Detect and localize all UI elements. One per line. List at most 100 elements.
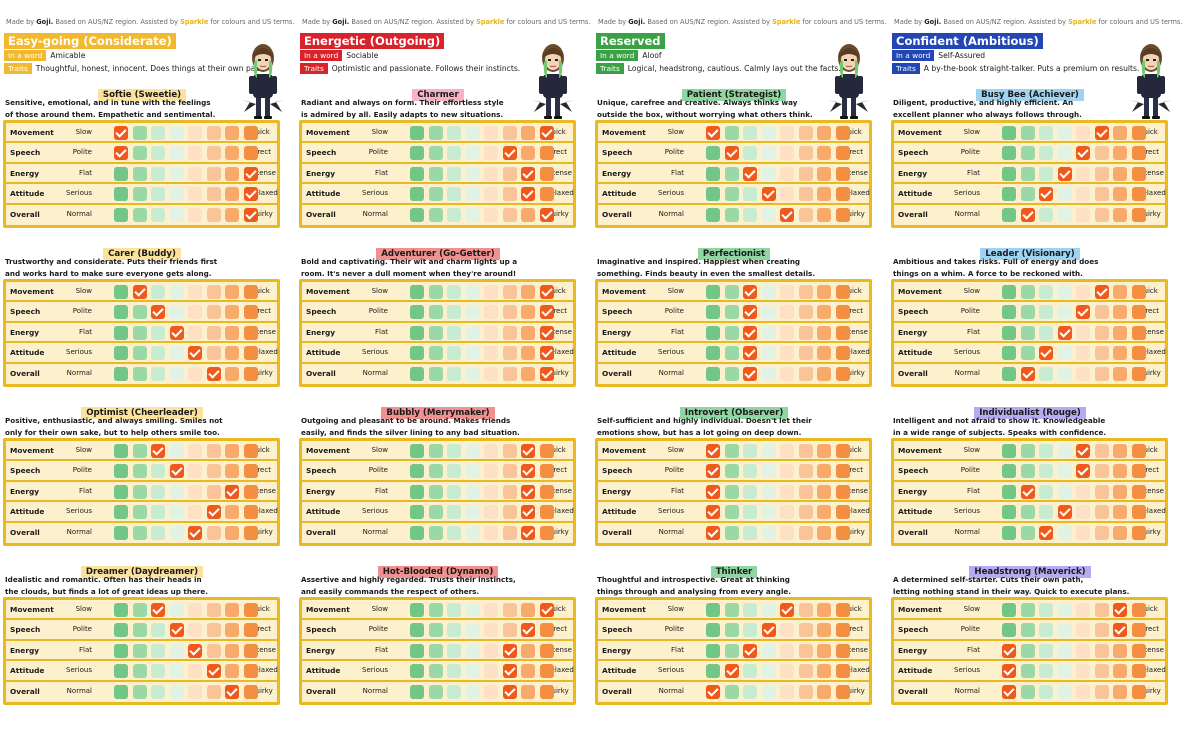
row-divider [6, 202, 277, 205]
personality-description: Thoughtful and introspective. Great at t… [597, 574, 875, 597]
row-divider [302, 141, 573, 144]
meter-name: Speech [898, 307, 929, 317]
description-line: things on a whim. A force to be reckoned… [893, 268, 1083, 278]
scale-square [724, 484, 739, 499]
selected-check-square [743, 305, 757, 320]
meter-row-energy: Energy Flat Intense [598, 323, 869, 344]
meter-name: Movement [306, 605, 350, 614]
meter-high-label: Quick [250, 287, 270, 295]
meter-name: Speech [10, 148, 41, 158]
meter-high-label: Quirky [546, 368, 569, 377]
scale-square [780, 146, 794, 161]
row-divider [6, 300, 277, 303]
personality-name-label: Carer (Buddy) [103, 248, 181, 260]
scale-square [706, 187, 720, 202]
scale-square [1020, 166, 1035, 181]
scale-square [114, 684, 128, 699]
meter-low-label: Normal [954, 209, 980, 218]
scale-square [1020, 684, 1035, 699]
traits-tag: Traits [596, 63, 624, 74]
scale-square [502, 285, 517, 299]
trait-meter-grid: Movement Slow Quick Speech Polite Direct Energ… [891, 597, 1168, 705]
scale-square [447, 643, 461, 658]
scale-square [225, 126, 239, 140]
scale-square [428, 603, 443, 617]
meter-row-overall: Overall Normal Quirky [894, 523, 1165, 543]
meter-high-label: Relaxed [842, 507, 870, 516]
meter-row-energy: Energy Flat Intense [894, 323, 1165, 344]
meter-low-label: Polite [960, 307, 980, 316]
meter-low-label: Polite [72, 466, 92, 475]
scale-square [1094, 464, 1109, 479]
scale-square [835, 207, 850, 222]
meter-high-label: Direct [842, 466, 863, 475]
description-line: Sensitive, emotional, and in tune with t… [5, 98, 211, 107]
personality-description: A determined self-starter. Cuts their ow… [893, 574, 1171, 597]
scale-square [1039, 623, 1053, 638]
meter-name: Attitude [10, 507, 45, 517]
description-line: easily, and finds the silver lining to a… [301, 427, 520, 437]
meter-high-label: Intense [250, 327, 276, 336]
scale-square [206, 643, 221, 658]
scale-square [447, 166, 461, 181]
scale-square [743, 187, 757, 202]
scale-square [1076, 623, 1090, 638]
scale-square [835, 505, 850, 520]
credit-author: Goji. [36, 18, 54, 26]
scale-square [447, 346, 461, 361]
meter-row-overall: Overall Normal Quirky [894, 364, 1165, 384]
scale-square [835, 684, 850, 699]
selected-check-square [521, 444, 535, 458]
scale-square [1131, 126, 1146, 140]
meter-name: Movement [898, 605, 942, 614]
meter-high-label: Quirky [1138, 686, 1161, 695]
row-divider [894, 361, 1165, 364]
scale-square [151, 187, 165, 202]
scale-square [206, 146, 221, 161]
meter-row-overall: Overall Normal Quirky [6, 205, 277, 225]
scale-square [132, 525, 147, 540]
meter-low-label: Serious [658, 507, 684, 516]
meter-row-speech: Speech Polite Direct [894, 620, 1165, 641]
scale-square [1131, 505, 1146, 520]
meter-name: Movement [306, 287, 350, 296]
meter-high-label: Direct [842, 148, 863, 157]
meter-name: Movement [898, 446, 942, 455]
scale-square [761, 126, 776, 140]
meter-name: Speech [898, 625, 929, 635]
scale-square [761, 664, 776, 679]
scale-square [743, 603, 757, 617]
meter-row-movement: Movement Slow Quick [6, 123, 277, 144]
meter-name: Energy [602, 486, 632, 496]
scale-square [835, 603, 850, 617]
scale-square [169, 305, 184, 320]
meter-row-movement: Movement Slow Quick [6, 441, 277, 462]
scale-square [151, 525, 165, 540]
scale-square [206, 525, 221, 540]
meter-name: Speech [602, 148, 633, 158]
row-divider [6, 182, 277, 185]
scale-square [243, 126, 258, 140]
meter-row-movement: Movement Slow Quick [598, 282, 869, 303]
scale-square [761, 146, 776, 161]
meter-name: Overall [898, 368, 928, 378]
credit-middle: Based on AUS/NZ region. Assisted by [55, 18, 178, 26]
scale-square [1113, 126, 1127, 140]
meter-low-label: Normal [658, 527, 684, 536]
meter-row-overall: Overall Normal Quirky [302, 523, 573, 543]
scale-square [1002, 187, 1016, 202]
trait-meter-grid: Movement Slow Quick Speech Polite Direct Energ… [595, 120, 872, 228]
scale-square [761, 484, 776, 499]
scale-square [1131, 366, 1146, 381]
meter-low-label: Slow [667, 605, 684, 613]
personality-name: Leader (Visionary) [888, 241, 1172, 260]
scale-square [521, 346, 535, 361]
scale-square [447, 187, 461, 202]
credit-author: Goji. [628, 18, 646, 26]
row-divider [302, 520, 573, 523]
scale-square [1131, 146, 1146, 161]
scale-square [410, 207, 424, 222]
selected-check-square [206, 664, 221, 679]
meter-name: Overall [898, 527, 928, 537]
trait-meter-grid: Movement Slow Quick Speech Polite Direct Energ… [891, 279, 1168, 387]
